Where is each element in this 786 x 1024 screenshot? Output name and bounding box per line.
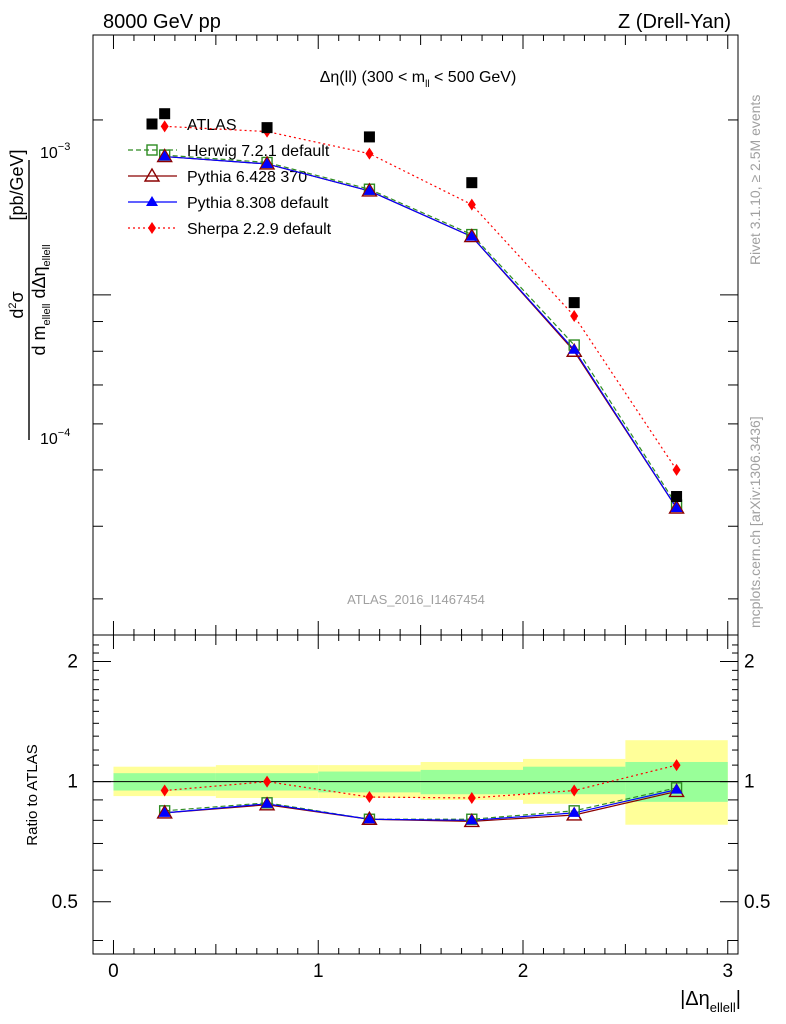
main-data-point bbox=[568, 343, 581, 354]
ratio-data-point bbox=[160, 784, 169, 797]
main-data-point bbox=[668, 499, 685, 514]
main-data-point bbox=[158, 150, 171, 161]
legend-marker bbox=[143, 167, 161, 182]
main-data-point bbox=[570, 309, 579, 322]
ratio-data-point bbox=[263, 775, 272, 788]
legend-entry: Pythia 6.428 370 bbox=[187, 169, 307, 186]
ratio-data-point bbox=[363, 813, 376, 824]
ratio-data-point bbox=[261, 797, 274, 808]
ratio-data-point bbox=[158, 806, 171, 817]
ratio-data-point bbox=[467, 791, 476, 804]
ratio-series-line bbox=[164, 764, 677, 799]
main-panel-title: Δη(ll) (300 < mll < 500 GeV) bbox=[320, 69, 517, 90]
main-data-point bbox=[568, 297, 580, 309]
xtick-label: 3 bbox=[722, 961, 733, 982]
svg-text:[pb/GeV]: [pb/GeV] bbox=[7, 149, 27, 220]
ratio-panel-frame bbox=[92, 634, 739, 955]
ratio-tick-labels: 0.5 0.5 1 1 2 2 0 1 2 3 bbox=[52, 651, 771, 982]
main-data-point bbox=[365, 147, 374, 160]
main-data-point bbox=[361, 182, 378, 197]
legend-marker bbox=[146, 144, 158, 156]
legend-marker bbox=[148, 222, 156, 234]
header-right: Z (Drell-Yan) bbox=[618, 11, 731, 33]
ratio-ytick-label-right: 2 bbox=[744, 651, 755, 672]
main-data-point bbox=[159, 108, 171, 120]
mcplots-label: mcplots.cern.ch [arXiv:1306.3436] bbox=[747, 416, 763, 628]
main-data-point bbox=[465, 230, 478, 241]
main-data-point bbox=[672, 463, 681, 476]
xtick-label: 2 bbox=[518, 961, 529, 982]
xtick-label: 1 bbox=[313, 961, 324, 982]
legend-marker bbox=[146, 196, 158, 206]
main-data-point bbox=[670, 501, 683, 512]
ratio-data-point bbox=[156, 804, 173, 819]
main-ytick-label: 10−4 bbox=[40, 427, 70, 448]
ratio-ylabel: Ratio to ATLAS bbox=[24, 744, 41, 845]
legend-entry: ATLAS bbox=[187, 117, 237, 134]
main-data-point bbox=[463, 228, 481, 243]
legend-marker bbox=[146, 118, 158, 130]
main-data-point bbox=[160, 120, 169, 133]
ratio-ytick-label-right: 0.5 bbox=[744, 892, 770, 913]
main-data-point bbox=[466, 177, 478, 189]
main-ytick-label: 10−3 bbox=[40, 141, 70, 162]
ratio-ytick-label: 1 bbox=[67, 772, 78, 793]
analysis-watermark: ATLAS_2016_I1467454 bbox=[347, 592, 485, 607]
ratio-series-line bbox=[164, 789, 677, 821]
xtick-label: 0 bbox=[108, 961, 119, 982]
ratio-data-point bbox=[465, 814, 478, 825]
ratio-data-point bbox=[568, 806, 581, 817]
ratio-ytick-label: 0.5 bbox=[52, 892, 78, 913]
svg-text:d2σ: d2σ bbox=[7, 291, 27, 318]
main-data-point bbox=[671, 491, 683, 503]
main-panel-data bbox=[156, 108, 685, 514]
main-data-point bbox=[156, 148, 173, 163]
ratio-uncertainty-bands bbox=[113, 740, 728, 825]
main-series-line bbox=[164, 154, 678, 506]
ratio-data-point bbox=[365, 791, 374, 804]
main-data-point bbox=[261, 122, 273, 134]
ratio-ytick-label: 2 bbox=[67, 651, 78, 672]
ratio-data-point bbox=[570, 784, 579, 797]
svg-text:d mellell dΔηellell: d mellell dΔηellell bbox=[29, 244, 53, 355]
main-series-line bbox=[164, 155, 678, 509]
main-data-point bbox=[363, 131, 375, 143]
ratio-data-point bbox=[361, 810, 378, 825]
ratio-data-point bbox=[672, 759, 681, 772]
main-data-point bbox=[467, 198, 476, 211]
legend-entry: Herwig 7.2.1 default bbox=[187, 143, 330, 160]
legend-entry: Pythia 8.308 default bbox=[187, 195, 329, 212]
ratio-data-point bbox=[670, 783, 683, 794]
ratio-panel-ticks bbox=[93, 635, 738, 954]
main-data-point bbox=[261, 157, 274, 168]
legend-entry: Sherpa 2.2.9 default bbox=[187, 221, 332, 238]
main-data-point bbox=[258, 155, 276, 170]
main-ylabel: d mellell dΔηellell d2σ [pb/GeV] bbox=[7, 149, 53, 440]
legend: ATLAS Herwig 7.2.1 default Pythia 6.428 37… bbox=[128, 117, 332, 238]
ratio-ytick-label-right: 1 bbox=[744, 772, 755, 793]
ratio-panel-data bbox=[93, 759, 738, 828]
main-panel-ticks bbox=[93, 35, 738, 635]
main-series-line bbox=[164, 125, 678, 471]
main-data-point bbox=[363, 184, 376, 195]
x-axis-label: |Δηellell| bbox=[680, 988, 741, 1015]
header-left: 8000 GeV pp bbox=[103, 11, 221, 33]
rivet-label: Rivet 3.1.10, ≥ 2.5M events bbox=[747, 95, 763, 265]
